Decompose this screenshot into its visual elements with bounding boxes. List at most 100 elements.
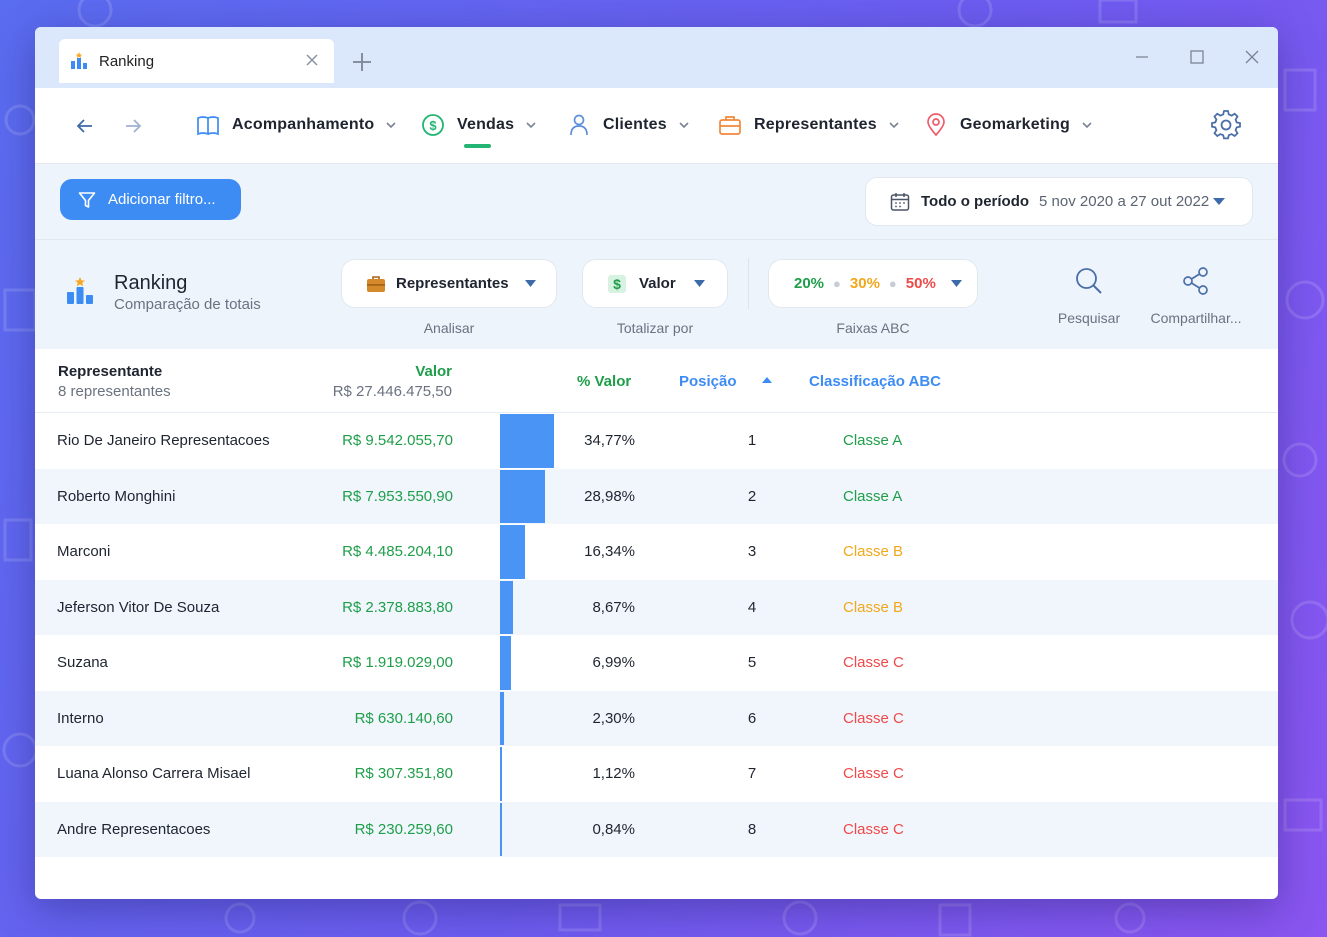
nav-label: Clientes: [603, 116, 667, 133]
posicao-cell: 1: [747, 432, 757, 449]
classificacao-abc-cell: Classe B: [843, 598, 904, 616]
representante-name: Roberto Monghini: [57, 487, 176, 505]
column-header-posicao[interactable]: Posição: [679, 373, 737, 390]
posicao-cell: 8: [747, 820, 757, 838]
pct-valor-cell: 8,67%: [592, 598, 635, 616]
column-header-classificacao-abc[interactable]: Classificação ABC: [809, 373, 941, 390]
gear-icon[interactable]: [1211, 110, 1241, 140]
ranking-icon: [67, 277, 93, 304]
table-row[interactable]: Marconi R$ 4.485.204,10 16,34% 3 Classe B: [35, 524, 1278, 580]
nav-label: Representantes: [754, 116, 877, 133]
valor-cell: R$ 230.259,60: [354, 820, 453, 838]
column-header-representante[interactable]: Representante: [58, 363, 163, 380]
new-tab-plus-icon[interactable]: [350, 50, 374, 74]
minimize-icon[interactable]: [1134, 49, 1150, 65]
close-tab-icon[interactable]: [304, 52, 320, 68]
nav-geomarketing[interactable]: Geomarketing: [924, 110, 1093, 140]
period-label: Todo o período: [921, 193, 1030, 210]
svg-text:$: $: [429, 118, 437, 133]
pct-valor-cell: 1,12%: [592, 765, 635, 782]
chevron-down-icon: [386, 122, 396, 129]
share-button[interactable]: Compartilhar...: [1146, 266, 1246, 326]
share-bar: [500, 636, 511, 690]
main-nav: Acompanhamento $ Vendas Clientes: [35, 88, 1278, 164]
dollar-circle-icon: $: [422, 114, 444, 136]
add-filter-button[interactable]: Adicionar filtro...: [60, 179, 241, 220]
faixas-abc-select[interactable]: 20% ● 30% ● 50% Faixas ABC: [768, 259, 978, 336]
chevron-down-icon: [526, 122, 536, 129]
tab-ranking[interactable]: Ranking: [59, 39, 334, 83]
divider: [748, 258, 749, 309]
share-icon: [1183, 267, 1208, 295]
classificacao-abc-cell: Classe C: [843, 820, 904, 838]
report-title: Ranking: [114, 272, 188, 294]
pct-valor-cell: 6,99%: [592, 654, 635, 671]
table-row[interactable]: Interno R$ 630.140,60 2,30% 6 Classe C: [35, 690, 1278, 746]
valor-cell: R$ 1.919.029,00: [342, 654, 453, 671]
posicao-cell: 4: [747, 598, 757, 616]
table-row[interactable]: Luana Alonso Carrera Misael R$ 307.351,80…: [35, 746, 1278, 802]
table-row[interactable]: Suzana R$ 1.919.029,00 6,99% 5 Classe C: [35, 635, 1278, 691]
column-header-valor[interactable]: Valor: [415, 363, 452, 380]
share-bar: [500, 580, 514, 634]
representante-name: Andre Representacoes: [57, 820, 211, 838]
chevron-down-icon: [889, 122, 899, 129]
pct-valor-cell: 16,34%: [584, 543, 635, 560]
back-arrow-icon[interactable]: [75, 116, 95, 136]
chevron-down-icon: [679, 122, 689, 129]
active-nav-indicator: [464, 144, 491, 148]
calendar-icon: [890, 192, 910, 211]
valor-cell: R$ 630.140,60: [354, 709, 453, 727]
classificacao-abc-cell: Classe C: [843, 765, 904, 782]
table-body: Rio De Janeiro Representacoes R$ 9.542.05…: [35, 413, 1278, 857]
faixa-b: 30%: [849, 275, 880, 292]
posicao-cell: 2: [747, 487, 757, 505]
share-bar: [500, 802, 502, 856]
maximize-icon[interactable]: [1189, 49, 1205, 65]
close-window-icon[interactable]: [1244, 49, 1260, 65]
nav-label: Geomarketing: [960, 116, 1070, 133]
forward-arrow-icon[interactable]: [123, 116, 143, 136]
faixa-c: 50%: [905, 275, 936, 292]
valor-cell: R$ 2.378.883,80: [342, 598, 453, 616]
report-subtitle: Comparação de totais: [114, 296, 261, 313]
nav-acompanhamento[interactable]: Acompanhamento: [196, 110, 397, 140]
valor-cell: R$ 9.542.055,70: [342, 432, 453, 449]
faixa-a: 20%: [794, 275, 825, 292]
caret-down-icon: [1213, 198, 1225, 205]
nav-clientes[interactable]: Clientes: [567, 110, 690, 140]
share-bar: [500, 691, 504, 745]
representante-name: Rio De Janeiro Representacoes: [57, 432, 270, 449]
sort-ascending-icon[interactable]: [761, 376, 773, 384]
table-row[interactable]: Rio De Janeiro Representacoes R$ 9.542.05…: [35, 413, 1278, 469]
valor-total: R$ 27.446.475,50: [332, 383, 452, 400]
nav-representantes[interactable]: Representantes: [718, 110, 900, 140]
classificacao-abc-cell: Classe C: [843, 709, 904, 727]
table-row[interactable]: Andre Representacoes R$ 230.259,60 0,84% 8 C…: [35, 801, 1278, 857]
table-row[interactable]: Jeferson Vitor De Souza R$ 2.378.883,80 8,…: [35, 579, 1278, 635]
share-bar: [500, 414, 554, 468]
analisar-select[interactable]: Representantes Analisar: [341, 259, 557, 336]
valor-cell: R$ 307.351,80: [354, 765, 453, 782]
nav-vendas[interactable]: $ Vendas: [421, 110, 537, 140]
analisar-caption: Analisar: [423, 320, 475, 336]
classificacao-abc-cell: Classe A: [843, 487, 903, 505]
search-button[interactable]: Pesquisar: [1048, 266, 1130, 326]
period-selector[interactable]: Todo o período 5 nov 2020 a 27 out 2022: [865, 177, 1253, 226]
person-icon: [570, 114, 588, 136]
pct-valor-cell: 28,98%: [584, 487, 635, 505]
caret-down-icon: [950, 280, 962, 287]
filter-funnel-icon: [78, 191, 96, 208]
share-label: Compartilhar...: [1150, 310, 1242, 326]
dot-separator: ●: [888, 276, 897, 291]
column-header-pct-valor[interactable]: % Valor: [577, 373, 632, 390]
posicao-cell: 7: [747, 765, 757, 782]
share-bar: [500, 747, 502, 801]
classificacao-abc-cell: Classe C: [843, 654, 904, 671]
filter-bar: Adicionar filtro... Todo o período 5 nov…: [35, 164, 1278, 240]
classificacao-abc-cell: Classe A: [843, 432, 903, 449]
totalizar-select[interactable]: $ Valor Totalizar por: [582, 259, 728, 336]
nav-label: Acompanhamento: [232, 116, 375, 133]
table-row[interactable]: Roberto Monghini R$ 7.953.550,90 28,98% 2 Cl…: [35, 468, 1278, 524]
